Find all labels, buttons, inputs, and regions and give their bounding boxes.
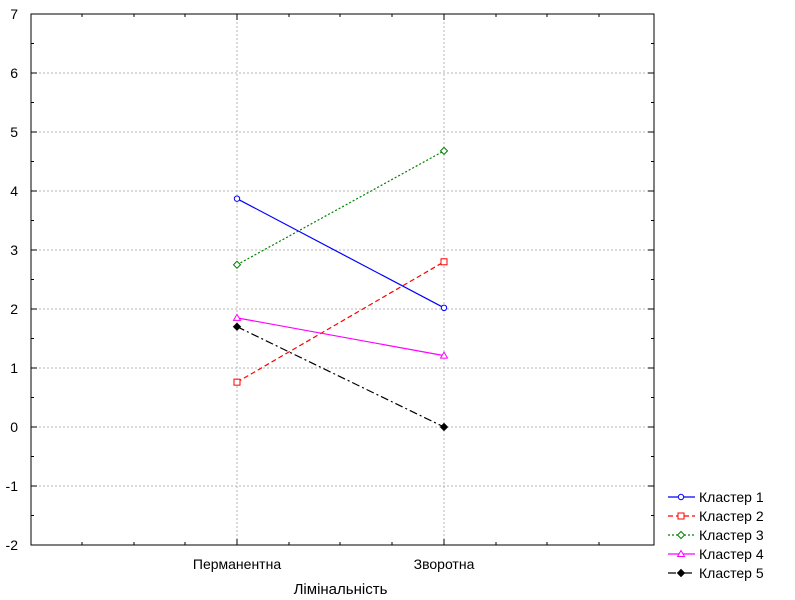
legend-item: Кластер 5 <box>668 565 764 581</box>
x-tick-label: Перманентна <box>193 556 281 572</box>
data-point <box>439 422 449 432</box>
data-point <box>232 260 242 269</box>
x-axis: Перманентна Зворотна <box>81 14 600 572</box>
series-4 <box>232 313 449 359</box>
legend-marker <box>677 512 685 520</box>
plot-frame <box>30 13 655 546</box>
y-tick-label: 1 <box>10 360 18 376</box>
data-point <box>440 304 448 312</box>
data-point <box>232 313 242 321</box>
y-tick-label: 3 <box>10 242 18 258</box>
x-axis-label: Лімінальність <box>294 581 388 598</box>
legend-label: Кластер 2 <box>699 508 764 524</box>
y-tick-label: 6 <box>10 65 18 81</box>
y-tick-label: 0 <box>10 419 18 435</box>
data-point <box>232 322 242 331</box>
legend-item: Кластер 3 <box>668 527 764 543</box>
y-tick-label: 7 <box>10 6 18 22</box>
legend-label: Кластер 4 <box>699 546 764 562</box>
series-line <box>236 317 445 357</box>
legend-item: Кластер 4 <box>668 546 764 562</box>
series-group <box>232 146 449 432</box>
y-tick-label: 4 <box>10 183 18 199</box>
y-tick-label: -1 <box>6 478 19 494</box>
legend-item: Кластер 2 <box>668 508 764 524</box>
legend-label: Кластер 3 <box>699 527 764 543</box>
legend-marker <box>676 568 686 578</box>
x-tick-label: Зворотна <box>414 556 475 572</box>
y-axis: -2 -1 0 1 2 3 4 5 6 7 <box>6 6 654 553</box>
series-line <box>236 198 445 309</box>
legend-item: Кластер 1 <box>668 489 764 505</box>
series-3 <box>232 146 449 269</box>
y-tick-label: 2 <box>10 301 18 317</box>
legend-marker <box>676 549 686 557</box>
legend-label: Кластер 5 <box>699 565 764 581</box>
series-1 <box>233 195 448 312</box>
series-line <box>236 261 445 383</box>
series-5 <box>232 322 449 432</box>
data-point <box>440 258 448 266</box>
series-2 <box>233 258 448 386</box>
legend-marker <box>676 530 686 540</box>
grid <box>31 14 654 545</box>
legend: Кластер 1 Кластер 2 Кластер 3 Кластер 4 Клас… <box>668 489 764 581</box>
legend-marker <box>677 493 685 501</box>
data-point <box>439 351 449 359</box>
data-point <box>233 195 241 202</box>
y-tick-label: 5 <box>10 124 18 140</box>
y-tick-label: -2 <box>6 537 19 553</box>
data-point <box>233 378 241 386</box>
series-line <box>236 150 445 266</box>
data-point <box>439 146 449 156</box>
series-line <box>236 326 445 428</box>
legend-label: Кластер 1 <box>699 489 764 505</box>
